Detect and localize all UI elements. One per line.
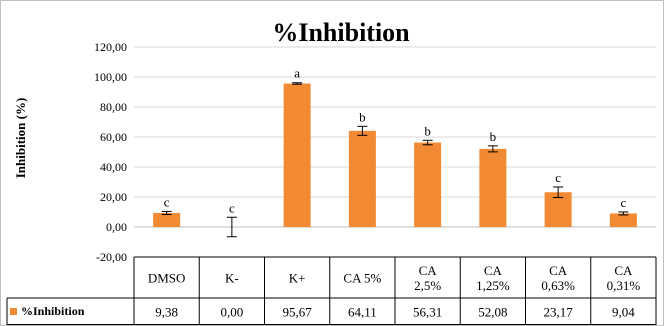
data-label: 56,31 [413,305,442,320]
data-label: 0,00 [221,305,244,320]
bar [283,83,311,228]
category-label: K- [225,271,239,286]
data-label: 64,11 [348,305,377,320]
significance-letter: a [294,66,300,81]
category-label: 0,31% [607,278,641,293]
significance-letter: b [490,129,497,144]
data-table [6,256,657,325]
category-label: 2,5% [414,278,441,293]
y-tick-label: 60,00 [100,130,127,144]
y-tick-label: 40,00 [100,160,127,174]
bar [414,142,442,227]
bar [609,213,637,227]
category-label: 0,63% [541,278,575,293]
category-label: CA 5% [343,271,381,286]
significance-letter: b [359,109,366,124]
category-label: DMSO [148,271,186,286]
bar [153,212,181,227]
significance-letter: c [229,200,235,215]
category-label: K+ [289,271,306,286]
bar [479,148,507,227]
gridlines [134,46,656,258]
category-label: CA [484,263,503,278]
y-tick-label: 0,00 [106,220,127,234]
category-label: CA [419,263,438,278]
value-cells: 9,38 0,00 95,67 64,11 56,31 52,08 23,17 9,04 [155,305,635,320]
data-label: 95,67 [283,305,313,320]
y-tick-label: 80,00 [100,100,127,114]
y-tick-label: -20,00 [96,250,127,264]
bar [348,130,376,227]
significance-letter: c [164,194,170,209]
y-tick-label: 20,00 [100,190,127,204]
category-label: CA [549,263,568,278]
bar-series [153,83,637,228]
category-label: CA [614,263,633,278]
y-axis-ticks: -20,00 0,00 20,00 40,00 60,00 80,00 100,00 120,… [94,40,127,264]
category-labels: DMSO K- K+ CA 5% CA2,5%CA1,25%CA0,63%CA0,31% [148,263,640,293]
y-tick-label: 100,00 [94,70,127,84]
legend-swatch [10,308,17,315]
significance-letter: b [424,123,431,138]
data-label: 23,17 [544,305,574,320]
data-label: 9,04 [612,305,635,320]
bar [544,192,572,227]
error-bars [161,82,629,238]
significance-letter: c [620,195,626,210]
chart-title: %Inhibition [272,18,410,47]
series-name: %Inhibition [21,304,85,318]
data-label: 52,08 [478,305,507,320]
data-label: 9,38 [155,305,178,320]
significance-letter: c [555,170,561,185]
y-axis-label: Inhibition (%) [13,98,28,179]
category-label: 1,25% [476,278,510,293]
significance-letters: c c a b b b c c [164,66,627,216]
y-tick-label: 120,00 [94,40,127,54]
